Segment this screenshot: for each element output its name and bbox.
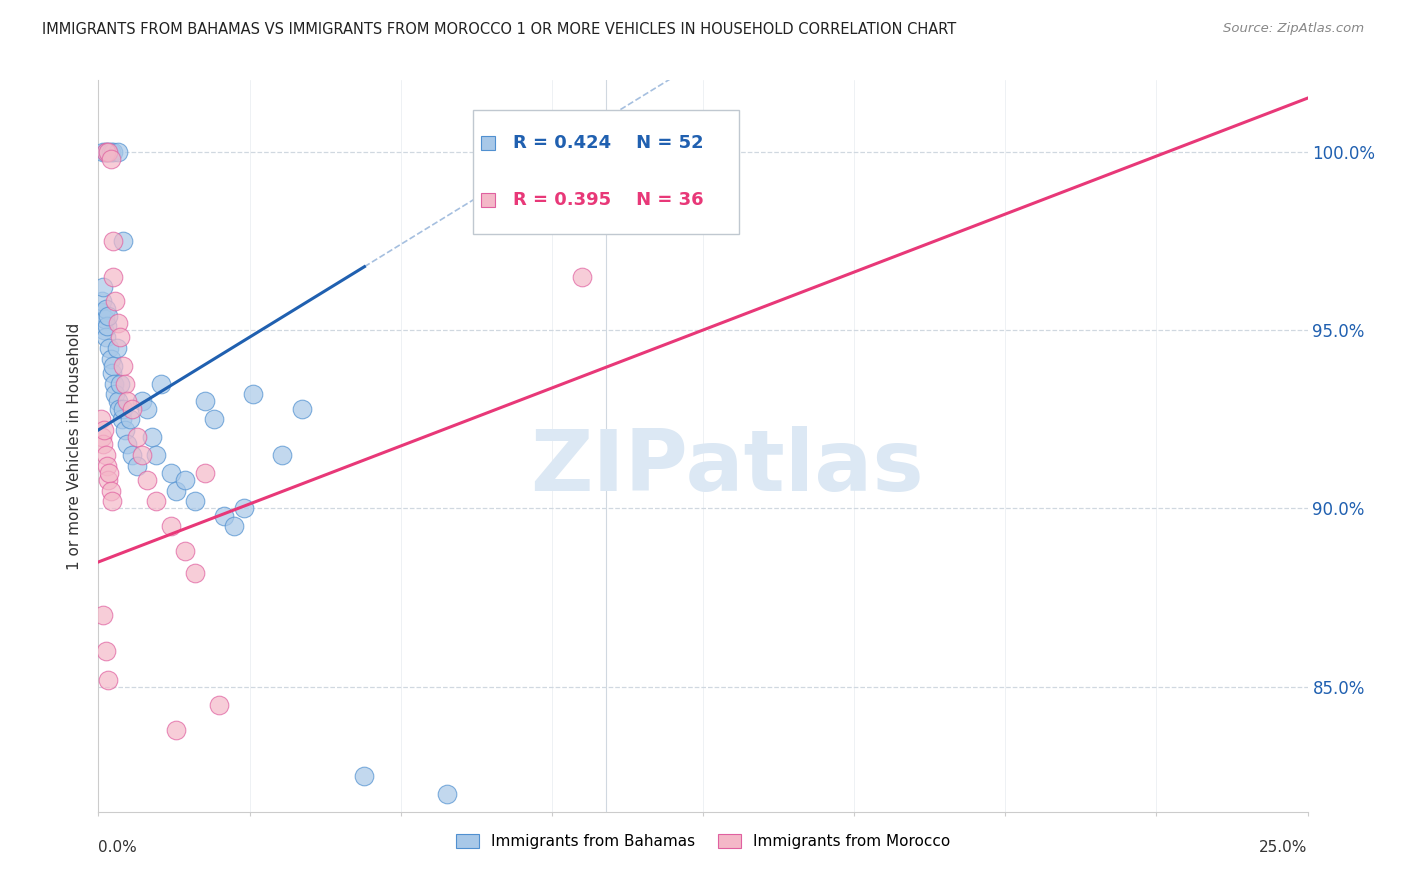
Text: 0.0%: 0.0% xyxy=(98,840,138,855)
Point xyxy=(131,448,153,462)
Point xyxy=(90,305,112,319)
Point xyxy=(135,401,157,416)
Text: Source: ZipAtlas.com: Source: ZipAtlas.com xyxy=(1223,22,1364,36)
Point xyxy=(436,787,458,801)
Point xyxy=(204,412,226,426)
Point xyxy=(101,494,124,508)
Point xyxy=(271,448,294,462)
Point xyxy=(194,466,217,480)
Point xyxy=(111,359,134,373)
Point xyxy=(114,376,136,391)
Point xyxy=(145,494,167,508)
Point xyxy=(100,145,122,159)
Text: R = 0.424    N = 52: R = 0.424 N = 52 xyxy=(513,134,704,153)
Point xyxy=(290,401,312,416)
Point xyxy=(101,359,124,373)
Point xyxy=(131,394,153,409)
Point xyxy=(97,145,120,159)
Point xyxy=(96,458,118,473)
Point xyxy=(353,769,375,783)
Point xyxy=(105,341,128,355)
Point xyxy=(91,280,114,294)
Point xyxy=(118,412,141,426)
Point xyxy=(97,673,120,687)
Point xyxy=(174,473,197,487)
Point xyxy=(101,269,124,284)
Point xyxy=(91,145,114,159)
Point xyxy=(184,566,207,580)
Point xyxy=(208,698,231,712)
Point xyxy=(121,401,143,416)
Point xyxy=(111,401,134,416)
Point xyxy=(212,508,235,523)
Point xyxy=(94,145,117,159)
Point xyxy=(108,376,131,391)
Point xyxy=(222,519,245,533)
Legend: Immigrants from Bahamas, Immigrants from Morocco: Immigrants from Bahamas, Immigrants from… xyxy=(450,828,956,855)
Point xyxy=(160,519,183,533)
Point xyxy=(91,430,114,444)
Point xyxy=(107,316,129,330)
Point xyxy=(101,145,124,159)
Text: 25.0%: 25.0% xyxy=(1260,840,1308,855)
Point xyxy=(194,394,217,409)
Point xyxy=(100,483,122,498)
Point xyxy=(121,448,143,462)
Point xyxy=(93,323,115,337)
Point xyxy=(103,376,125,391)
Point xyxy=(160,466,183,480)
Point xyxy=(107,145,129,159)
Point xyxy=(111,234,134,248)
Point xyxy=(94,145,117,159)
Point xyxy=(97,309,120,323)
Point xyxy=(96,319,118,334)
Point xyxy=(93,423,115,437)
Point xyxy=(104,294,127,309)
Text: R = 0.395    N = 36: R = 0.395 N = 36 xyxy=(513,191,704,210)
Point xyxy=(242,387,264,401)
Point xyxy=(101,366,124,380)
Point xyxy=(117,394,139,409)
Point xyxy=(104,387,127,401)
Point xyxy=(184,494,207,508)
Point xyxy=(174,544,197,558)
Point xyxy=(97,145,120,159)
Point xyxy=(94,312,117,326)
Point xyxy=(107,394,129,409)
Point xyxy=(100,351,122,366)
Point xyxy=(141,430,163,444)
Point xyxy=(90,412,112,426)
Point xyxy=(107,401,129,416)
Point xyxy=(94,448,117,462)
Point xyxy=(98,466,121,480)
Point xyxy=(94,644,117,658)
Point xyxy=(101,234,124,248)
Point xyxy=(114,423,136,437)
Point xyxy=(127,458,149,473)
Text: ZIPatlas: ZIPatlas xyxy=(530,426,924,509)
Point xyxy=(165,483,187,498)
Point xyxy=(94,330,117,344)
Point xyxy=(150,376,173,391)
FancyBboxPatch shape xyxy=(474,110,740,234)
Y-axis label: 1 or more Vehicles in Household: 1 or more Vehicles in Household xyxy=(67,322,83,570)
Point xyxy=(91,294,114,309)
Point xyxy=(91,437,114,451)
Point xyxy=(135,473,157,487)
Point xyxy=(91,608,114,623)
Point xyxy=(98,341,121,355)
Point xyxy=(127,430,149,444)
Point xyxy=(232,501,254,516)
Point xyxy=(108,330,131,344)
Point xyxy=(571,269,593,284)
Point xyxy=(145,448,167,462)
Point xyxy=(96,301,118,316)
Point xyxy=(100,152,122,166)
Point xyxy=(117,437,139,451)
Point xyxy=(97,473,120,487)
Point xyxy=(111,412,134,426)
Text: IMMIGRANTS FROM BAHAMAS VS IMMIGRANTS FROM MOROCCO 1 OR MORE VEHICLES IN HOUSEHO: IMMIGRANTS FROM BAHAMAS VS IMMIGRANTS FR… xyxy=(42,22,956,37)
Point xyxy=(165,723,187,737)
